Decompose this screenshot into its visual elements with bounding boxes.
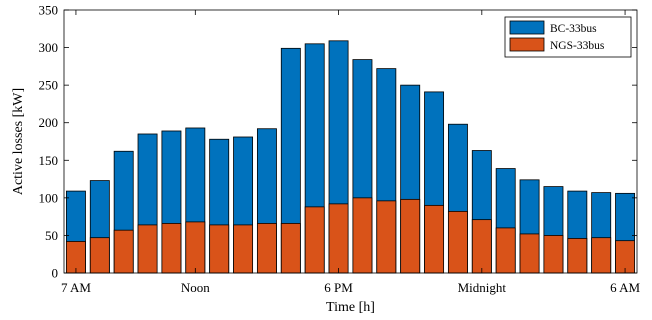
bar-ngs-33bus-16 bbox=[447, 210, 468, 274]
bar-ngs-33bus-8 bbox=[256, 223, 277, 274]
y-tick-label: 100 bbox=[39, 190, 59, 205]
bar-ngs-33bus-22 bbox=[591, 237, 612, 274]
x-tick-label: Noon bbox=[181, 280, 210, 295]
bar-ngs-33bus-18 bbox=[495, 227, 516, 274]
bar-ngs-33bus-13 bbox=[376, 200, 397, 274]
legend-swatch-bc-33bus bbox=[509, 20, 545, 35]
y-tick-label: 350 bbox=[39, 3, 59, 18]
legend: BC-33bus NGS-33bus bbox=[504, 16, 632, 58]
bar-ngs-33bus-9 bbox=[280, 223, 301, 274]
y-tick-label: 0 bbox=[52, 266, 59, 281]
x-axis-label: Time [h] bbox=[326, 300, 375, 315]
y-tick-label: 250 bbox=[39, 78, 59, 93]
y-tick-label: 150 bbox=[39, 153, 59, 168]
y-tick-label: 50 bbox=[45, 228, 58, 243]
x-tick-label: 6 PM bbox=[324, 280, 353, 295]
y-tick-label: 300 bbox=[39, 40, 59, 55]
bar-ngs-33bus-2 bbox=[113, 229, 134, 274]
bar-ngs-33bus-17 bbox=[471, 219, 492, 274]
bar-ngs-33bus-21 bbox=[567, 238, 588, 274]
bar-ngs-33bus-20 bbox=[543, 235, 564, 274]
bar-ngs-33bus-5 bbox=[185, 221, 206, 274]
bar-ngs-33bus-14 bbox=[400, 198, 421, 274]
bar-ngs-33bus-11 bbox=[328, 203, 349, 274]
x-tick-label: 7 AM bbox=[61, 280, 91, 295]
bar-ngs-33bus-19 bbox=[519, 233, 540, 274]
bars-layer bbox=[65, 40, 636, 274]
y-tick-label: 200 bbox=[39, 115, 59, 130]
legend-label-bc-33bus: BC-33bus bbox=[550, 23, 597, 35]
y-axis-label: Active losses [kW] bbox=[11, 88, 26, 195]
bar-ngs-33bus-7 bbox=[233, 224, 254, 274]
bar-ngs-33bus-4 bbox=[161, 223, 182, 274]
x-tick-label: 6 AM bbox=[610, 280, 640, 295]
bar-ngs-33bus-6 bbox=[209, 224, 230, 274]
bar-ngs-33bus-3 bbox=[137, 224, 158, 274]
x-tick-label: Midnight bbox=[458, 280, 507, 295]
bar-ngs-33bus-12 bbox=[352, 197, 373, 274]
bar-ngs-33bus-10 bbox=[304, 206, 325, 274]
legend-label-ngs-33bus: NGS-33bus bbox=[550, 40, 605, 52]
legend-swatch-ngs-33bus bbox=[509, 37, 545, 52]
bar-ngs-33bus-1 bbox=[89, 237, 110, 274]
axes-layer: 0 50 100 150 200 250 300 350 7 AM Noon 6 PM Midnigh… bbox=[39, 3, 641, 296]
plot-frame bbox=[63, 9, 638, 274]
bar-ngs-33bus-15 bbox=[424, 204, 445, 274]
